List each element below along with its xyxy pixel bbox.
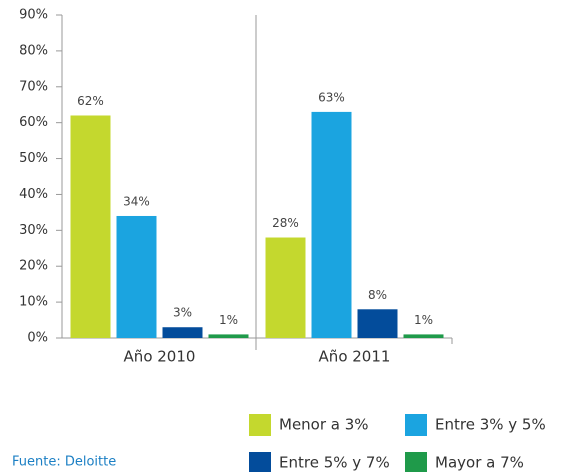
- bar: [311, 111, 352, 339]
- legend-label: Mayor a 7%: [435, 454, 524, 472]
- source: Fuente: Deloitte: [12, 455, 116, 470]
- y-tick-label: 20%: [19, 259, 48, 274]
- bar: [265, 237, 306, 338]
- legend-label: Entre 5% y 7%: [279, 454, 390, 472]
- bar: [208, 334, 249, 338]
- legend-label: Menor a 3%: [279, 416, 369, 434]
- y-tick-label: 50%: [19, 151, 48, 166]
- legend-swatch: [405, 414, 427, 436]
- bar: [116, 215, 157, 338]
- value-label: 1%: [414, 313, 433, 327]
- value-label: 63%: [318, 90, 345, 104]
- legend-label: Entre 3% y 5%: [435, 416, 546, 434]
- value-label: 34%: [123, 194, 150, 208]
- y-tick-label: 30%: [19, 223, 48, 238]
- value-label: 3%: [173, 306, 192, 320]
- value-label: 62%: [77, 94, 104, 108]
- x-tick-label: Año 2010: [124, 348, 196, 366]
- bar: [70, 115, 111, 338]
- y-tick-label: 70%: [19, 79, 48, 94]
- value-label: 8%: [368, 288, 387, 302]
- y-tick-label: 10%: [19, 295, 48, 310]
- y-tick-label: 60%: [19, 115, 48, 130]
- bar: [357, 309, 398, 338]
- bar: [162, 327, 203, 338]
- y-tick-label: 80%: [19, 43, 48, 58]
- y-tick-label: 90%: [19, 8, 48, 23]
- y-tick-label: 40%: [19, 187, 48, 202]
- bar: [403, 334, 444, 338]
- legend-swatch: [249, 452, 271, 472]
- x-tick-label: Año 2011: [319, 348, 391, 366]
- legend-swatch: [249, 414, 271, 436]
- value-label: 28%: [272, 216, 299, 230]
- value-label: 1%: [219, 313, 238, 327]
- y-tick-label: 0%: [27, 331, 48, 346]
- legend-swatch: [405, 452, 427, 472]
